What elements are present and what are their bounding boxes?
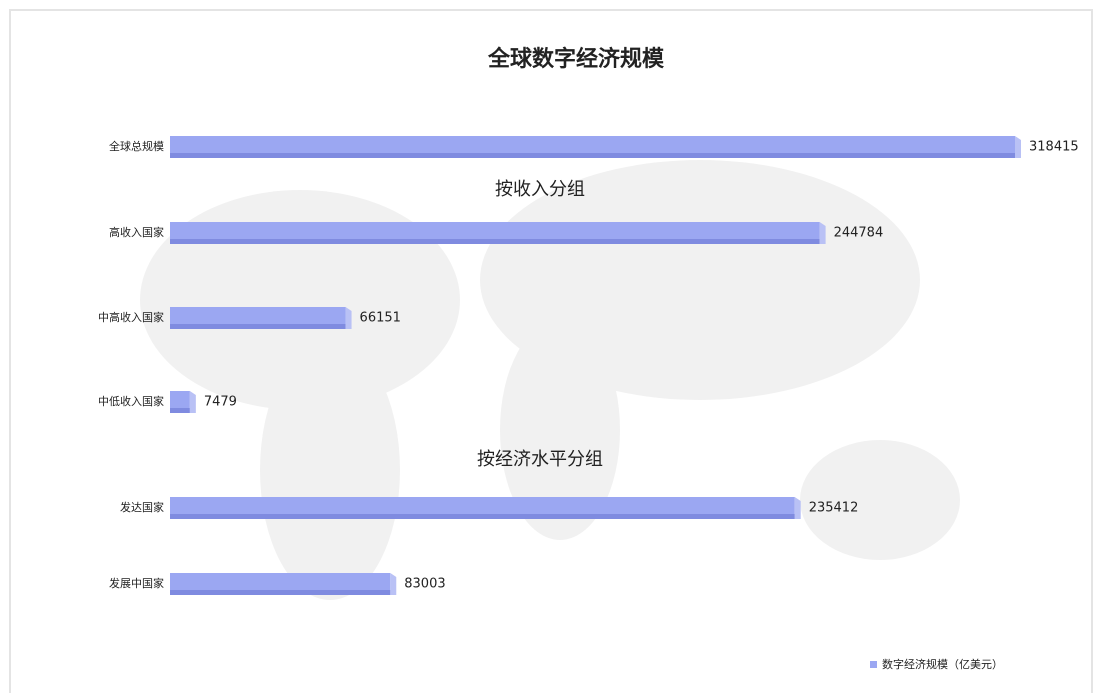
y-tick-label: 发展中国家 [109,576,164,590]
bar [170,573,391,595]
y-tick-label: 高收入国家 [109,225,164,239]
chart-title: 全球数字经济规模 [487,46,665,72]
value-label: 235412 [809,501,859,516]
bar-side [819,222,826,244]
bar-side [345,307,352,329]
legend-swatch [870,661,877,668]
group-label: 按经济水平分组 [477,449,603,470]
bar-shade [170,408,190,413]
bar-side [1015,136,1021,158]
bar-shade [170,239,820,244]
bar-shade [170,514,795,519]
bar-side [189,391,196,413]
legend-label: 数字经济规模（亿美元） [882,657,1003,671]
y-tick-label: 中低收入国家 [98,394,164,408]
bar [170,307,346,329]
y-tick-label: 全球总规模 [109,139,164,153]
bar [170,497,795,519]
y-tick-label: 发达国家 [120,500,164,514]
bar-shade [170,324,346,329]
bar [170,136,1015,158]
bar-side [794,497,801,519]
value-label: 244784 [834,226,884,241]
map-background [140,160,960,600]
value-label: 7479 [204,395,237,410]
bar-shade [170,153,1015,158]
value-label: 66151 [360,311,401,326]
group-label: 按收入分组 [495,179,585,200]
value-label: 83003 [404,577,445,592]
bar-shade [170,590,391,595]
value-label: 318415 [1029,140,1079,155]
bar [170,391,190,413]
bar [170,222,820,244]
y-tick-label: 中高收入国家 [98,310,164,324]
bar-side [390,573,397,595]
